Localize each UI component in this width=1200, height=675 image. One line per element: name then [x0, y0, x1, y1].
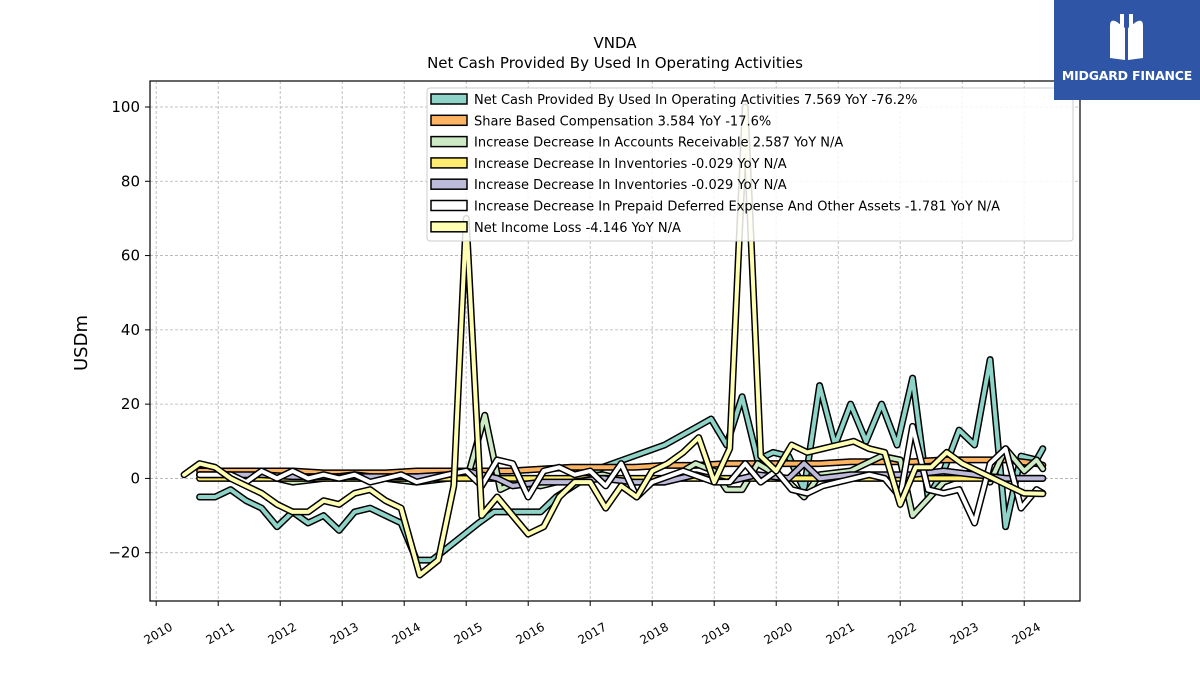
x-tick-label: 2022 — [885, 620, 918, 647]
y-tick-label: 0 — [130, 469, 140, 487]
x-tick-label: 2019 — [699, 620, 732, 647]
midgard-m-icon — [1110, 14, 1143, 61]
plot-area — [149, 80, 1081, 602]
x-tick-label: 2023 — [947, 620, 980, 647]
brand-logo: MIDGARD FINANCE — [1054, 0, 1200, 100]
x-tick-label: 2016 — [513, 620, 546, 647]
y-tick-label: 60 — [121, 247, 140, 265]
legend-label: Net Income Loss -4.146 YoY N/A — [474, 221, 681, 236]
x-tick-label: 2015 — [451, 620, 484, 647]
series-core — [182, 105, 1045, 577]
y-tick-label: 20 — [121, 395, 140, 413]
legend-label: Increase Decrease In Inventories -0.029 … — [474, 178, 787, 193]
legend-label: Increase Decrease In Accounts Receivable… — [474, 136, 843, 151]
x-tick-label: 2017 — [575, 620, 608, 647]
y-tick-label: 80 — [121, 172, 140, 190]
x-tick-label: 2011 — [203, 620, 236, 647]
chart-subtitle: Net Cash Provided By Used In Operating A… — [427, 54, 803, 72]
legend-swatch — [430, 157, 468, 169]
y-tick-label: −20 — [108, 544, 140, 562]
series-line — [180, 103, 1047, 579]
legend-box — [426, 87, 1074, 242]
y-axis-label: USDm — [71, 315, 92, 371]
x-tick-label: 2021 — [823, 620, 856, 647]
y-tick-label: 100 — [111, 98, 140, 116]
legend-swatch — [430, 221, 468, 233]
legend: Net Cash Provided By Used In Operating A… — [426, 87, 1074, 242]
legend-label: Share Based Compensation 3.584 YoY -17.6… — [474, 114, 771, 129]
legend-label: Increase Decrease In Prepaid Deferred Ex… — [474, 200, 1000, 215]
x-tick-label: 2018 — [637, 620, 670, 647]
legend-swatch — [430, 199, 468, 212]
x-tick-label: 2013 — [327, 620, 360, 647]
legend-swatch — [430, 114, 468, 127]
legend-swatch — [430, 178, 468, 190]
x-tick-label: 2012 — [265, 620, 298, 647]
series-lines — [180, 103, 1047, 579]
chart-title: VNDA — [593, 34, 637, 52]
x-tick-label: 2020 — [761, 620, 794, 647]
y-tick-label: 40 — [121, 321, 140, 339]
brand-logo-text: MIDGARD FINANCE — [1061, 68, 1193, 83]
series-core — [197, 424, 1045, 525]
legend-swatch — [430, 135, 468, 148]
legend-swatch — [430, 93, 468, 105]
legend-label: Net Cash Provided By Used In Operating A… — [474, 93, 917, 108]
x-tick-label: 2014 — [389, 620, 422, 647]
x-tick-label: 2010 — [141, 620, 174, 647]
legend-label: Increase Decrease In Inventories -0.029 … — [474, 157, 787, 172]
x-tick-label: 2024 — [1009, 620, 1042, 647]
series-line — [196, 422, 1047, 527]
